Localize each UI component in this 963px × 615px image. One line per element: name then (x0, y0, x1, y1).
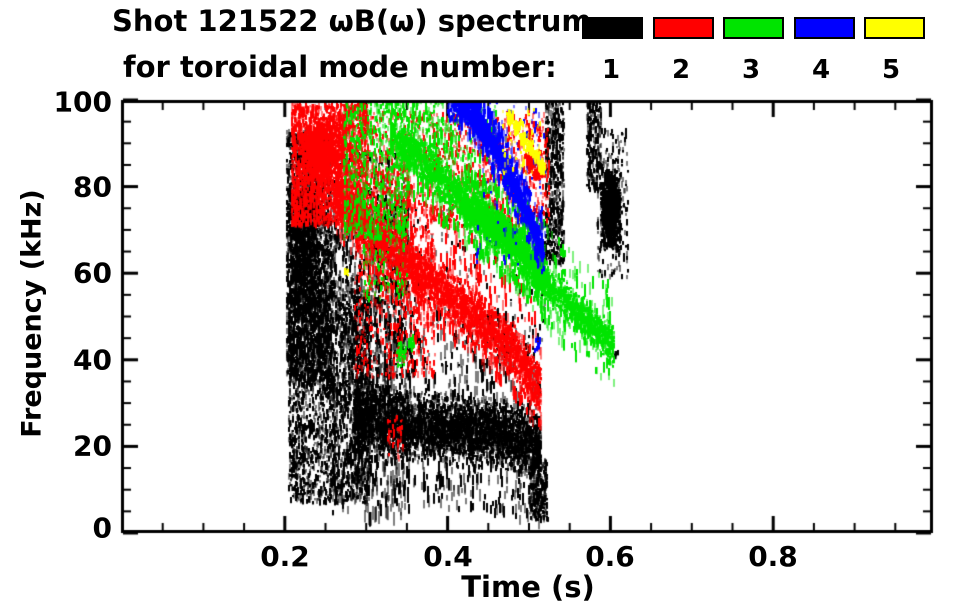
x-tick-label-0.8: 0.8 (748, 540, 798, 573)
x-tick-label-0.4: 0.4 (423, 540, 473, 573)
legend-label-mode3: 3 (741, 55, 761, 85)
legend-swatch-mode3 (723, 17, 784, 39)
x-tick-label-0.2: 0.2 (260, 540, 310, 573)
x-tick-label-0.6: 0.6 (585, 540, 635, 573)
x-axis-title: Time (s) (461, 570, 595, 604)
legend-swatch-mode5 (864, 17, 925, 39)
legend-label-mode4: 4 (811, 55, 831, 85)
y-tick-label-40: 40 (73, 343, 112, 377)
y-tick-label-60: 60 (73, 256, 112, 290)
y-tick-label-20: 20 (73, 429, 112, 463)
legend-label-mode1: 1 (601, 55, 621, 85)
y-tick-label-100: 100 (53, 85, 112, 119)
legend-swatch-mode4 (794, 17, 855, 39)
y-tick-label-80: 80 (73, 170, 112, 204)
legend-label-mode2: 2 (671, 55, 691, 85)
title-line2: for toroidal mode number: (123, 50, 557, 84)
title-line1: Shot 121522 ωB(ω) spectrum (112, 4, 592, 38)
legend-label-mode5: 5 (881, 55, 901, 85)
y-tick-label-0: 0 (92, 511, 112, 545)
legend-swatch-mode1 (582, 17, 643, 39)
y-axis-title: Frequency (kHz) (16, 189, 48, 438)
legend-swatch-mode2 (653, 17, 714, 39)
